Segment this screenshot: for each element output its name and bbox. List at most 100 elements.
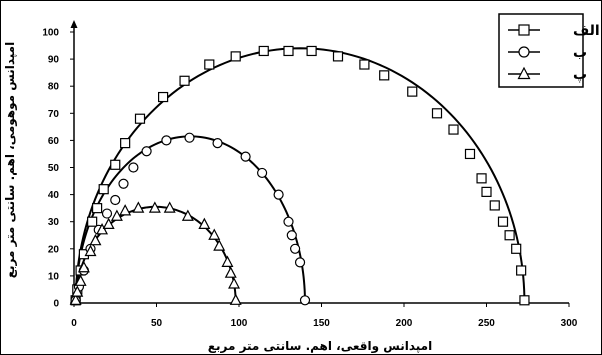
- square-marker: [120, 138, 131, 149]
- square-marker: [407, 86, 418, 97]
- square-marker: [306, 45, 317, 57]
- triangle-marker: [84, 244, 97, 257]
- square-marker: [134, 113, 146, 124]
- y-tick-label: 100: [42, 28, 59, 39]
- square-marker: [379, 70, 390, 81]
- y-tick-label: 40: [48, 190, 60, 201]
- square-marker: [204, 59, 215, 70]
- square-marker: [431, 108, 443, 119]
- y-axis-title: امپدانس موهومی، اهم. سانتی متر مربع: [3, 42, 18, 278]
- triangle-marker: [181, 209, 194, 221]
- legend-circle-icon: [518, 46, 530, 58]
- triangle-marker: [221, 255, 234, 267]
- square-marker: [87, 216, 98, 227]
- circle-marker: [110, 194, 121, 206]
- x-tick-label: 0: [71, 318, 77, 329]
- triangle-marker: [228, 277, 241, 289]
- circle-marker: [161, 135, 172, 146]
- square-marker: [98, 184, 109, 195]
- triangle-marker: [89, 233, 102, 246]
- triangle-marker: [119, 204, 132, 216]
- circle-marker: [294, 257, 306, 268]
- triangle-marker: [224, 266, 237, 278]
- triangle-marker: [229, 293, 242, 305]
- x-tick-label: 50: [151, 318, 163, 329]
- square-marker: [519, 295, 530, 306]
- square-marker: [110, 159, 121, 170]
- square-marker: [489, 200, 500, 211]
- triangle-marker: [77, 260, 90, 273]
- chart-ticks: 0 50 100 150 200 250 300 0 10 20 30 40 50 60 70 80 90 100: [42, 28, 577, 330]
- x-tick-label: 300: [561, 318, 578, 329]
- circle-marker: [286, 230, 297, 241]
- square-marker: [283, 45, 294, 57]
- square-marker: [511, 243, 522, 254]
- triangle-marker: [102, 217, 115, 230]
- y-tick-label: 70: [48, 109, 60, 120]
- triangle-marker: [208, 228, 221, 240]
- x-axis-title: امپدانس واقعی، اهم. سانتی متر مربع: [208, 339, 432, 354]
- square-marker: [258, 45, 269, 57]
- square-marker: [464, 148, 476, 160]
- triangle-marker: [69, 293, 82, 305]
- circle-marker: [283, 216, 294, 227]
- fit-curve: [74, 47, 526, 304]
- circle-marker: [118, 178, 129, 189]
- legend-box: [498, 13, 584, 88]
- square-marker: [448, 124, 459, 135]
- triangle-marker: [96, 223, 109, 235]
- x-tick-label: 200: [396, 318, 413, 329]
- square-marker: [516, 265, 527, 276]
- legend-triangle-icon: [517, 66, 531, 80]
- square-marker: [91, 203, 103, 214]
- chart-axes: [70, 20, 569, 304]
- x-tick-label: 250: [478, 318, 495, 329]
- triangle-marker: [213, 239, 226, 251]
- square-marker: [476, 173, 487, 184]
- data-markers: [69, 45, 530, 306]
- circle-marker: [240, 151, 251, 162]
- triangle-marker: [132, 201, 145, 213]
- y-tick-label: 60: [48, 136, 60, 147]
- triangle-marker: [110, 209, 123, 221]
- square-marker: [158, 91, 169, 103]
- legend-square-icon: [518, 24, 530, 36]
- circle-marker: [257, 167, 268, 179]
- square-marker: [332, 51, 344, 62]
- legend: الف بپ: [498, 13, 600, 88]
- circle-marker: [184, 132, 195, 143]
- circle-marker: [299, 295, 311, 306]
- y-tick-label: 10: [48, 271, 60, 282]
- triangle-marker: [198, 217, 211, 230]
- legend-label: ب: [573, 45, 587, 61]
- square-marker: [504, 230, 515, 241]
- square-marker: [230, 51, 241, 62]
- triangle-marker: [163, 201, 176, 213]
- square-marker: [497, 216, 509, 227]
- triangle-marker: [74, 274, 87, 286]
- legend-label: الف: [573, 23, 600, 39]
- circle-marker: [290, 243, 301, 254]
- legend-label: پ: [573, 67, 587, 83]
- circle-marker: [128, 162, 139, 173]
- y-tick-label: 30: [48, 217, 60, 228]
- square-marker: [179, 75, 190, 86]
- y-tick-label: 50: [48, 163, 60, 174]
- circle-marker: [101, 208, 113, 219]
- fit-curve: [74, 205, 237, 304]
- circle-marker: [212, 138, 223, 149]
- x-tick-label: 100: [231, 318, 248, 329]
- circle-marker: [141, 146, 152, 157]
- y-tick-label: 90: [48, 55, 60, 66]
- y-tick-label: 20: [48, 244, 60, 255]
- x-tick-label: 150: [313, 318, 330, 329]
- square-marker: [481, 186, 492, 197]
- y-tick-label: 0: [53, 299, 59, 310]
- square-marker: [359, 59, 370, 70]
- triangle-marker: [148, 201, 161, 213]
- y-tick-label: 80: [48, 82, 60, 93]
- circle-marker: [273, 189, 284, 200]
- y-axis-arrow: [70, 20, 78, 28]
- triangle-marker: [71, 285, 84, 297]
